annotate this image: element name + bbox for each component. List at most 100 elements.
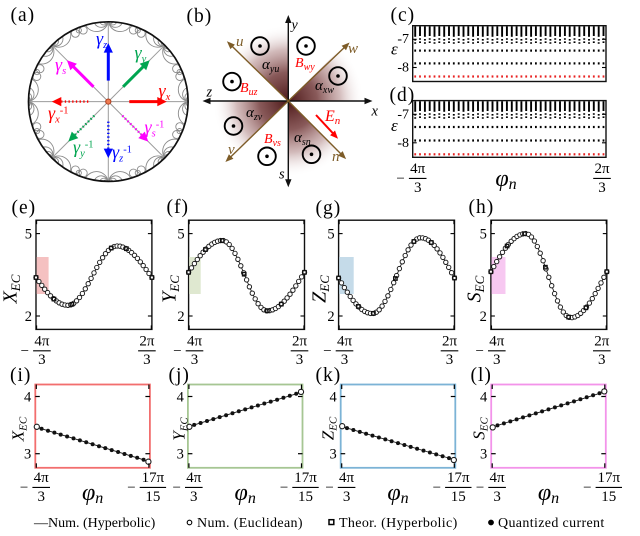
svg-text:n: n bbox=[332, 149, 340, 165]
svg-text:Num. (Euclidean): Num. (Euclidean) bbox=[197, 516, 303, 531]
svg-text:4: 4 bbox=[177, 390, 185, 406]
svg-text:v: v bbox=[228, 142, 235, 158]
svg-text:z: z bbox=[206, 85, 213, 101]
svg-text:-8: -8 bbox=[397, 61, 409, 76]
svg-text:u: u bbox=[236, 34, 244, 50]
svg-text:(g): (g) bbox=[316, 198, 342, 219]
svg-text:3: 3 bbox=[480, 447, 487, 463]
svg-text:3: 3 bbox=[296, 352, 304, 368]
svg-text:(j): (j) bbox=[169, 365, 190, 386]
svg-text:17π: 17π bbox=[294, 470, 317, 486]
svg-text:2π: 2π bbox=[594, 334, 610, 350]
svg-text:−: − bbox=[173, 480, 181, 496]
svg-text:−: − bbox=[433, 480, 441, 496]
svg-text:—Num. (Hyperbolic): —Num. (Hyperbolic) bbox=[33, 516, 156, 531]
svg-text:(i): (i) bbox=[10, 365, 31, 386]
svg-text:γx-1: γx-1 bbox=[48, 103, 69, 126]
svg-text:3: 3 bbox=[493, 352, 501, 368]
svg-text:−: − bbox=[280, 480, 288, 496]
svg-text:2: 2 bbox=[327, 309, 334, 325]
svg-text:15: 15 bbox=[451, 489, 466, 505]
svg-text:s: s bbox=[279, 167, 285, 183]
svg-text:4π: 4π bbox=[490, 470, 506, 486]
svg-text:Quantized current: Quantized current bbox=[498, 516, 605, 531]
svg-text:4π: 4π bbox=[34, 334, 50, 350]
svg-text:4π: 4π bbox=[186, 470, 202, 486]
svg-text:5: 5 bbox=[177, 227, 184, 243]
svg-text:2: 2 bbox=[480, 309, 487, 325]
svg-text:y: y bbox=[290, 18, 299, 33]
svg-text:17π: 17π bbox=[598, 470, 621, 486]
svg-text:γy: γy bbox=[135, 43, 147, 66]
svg-text:4π: 4π bbox=[337, 334, 353, 350]
svg-text:3: 3 bbox=[329, 447, 336, 463]
svg-text:−: − bbox=[476, 344, 484, 360]
svg-text:2π: 2π bbox=[139, 334, 155, 350]
svg-text:3: 3 bbox=[143, 352, 151, 368]
svg-text:(b): (b) bbox=[187, 6, 213, 27]
svg-text:4: 4 bbox=[329, 390, 337, 406]
svg-text:3: 3 bbox=[598, 180, 606, 196]
svg-text:−: − bbox=[396, 171, 404, 187]
svg-text:w: w bbox=[348, 41, 358, 57]
svg-text:4π: 4π bbox=[34, 470, 50, 486]
svg-text:2π: 2π bbox=[442, 334, 458, 350]
svg-text:15: 15 bbox=[298, 489, 313, 505]
svg-text:3: 3 bbox=[493, 489, 501, 505]
svg-text:5: 5 bbox=[327, 227, 334, 243]
svg-text:15: 15 bbox=[601, 489, 616, 505]
svg-text:2: 2 bbox=[177, 309, 184, 325]
svg-text:2: 2 bbox=[25, 309, 32, 325]
svg-text:γz-1: γz-1 bbox=[112, 142, 132, 165]
svg-text:Theor. (Hyperbolic): Theor. (Hyperbolic) bbox=[339, 516, 458, 531]
svg-text:3: 3 bbox=[414, 180, 422, 196]
svg-text:(e): (e) bbox=[12, 198, 37, 219]
svg-text:−: − bbox=[323, 344, 331, 360]
svg-text:(k): (k) bbox=[316, 365, 342, 386]
svg-text:3: 3 bbox=[191, 352, 199, 368]
svg-text:4π: 4π bbox=[489, 334, 505, 350]
svg-text:γy-1: γy-1 bbox=[73, 137, 94, 160]
svg-text:γz: γz bbox=[96, 29, 107, 52]
svg-text:3: 3 bbox=[24, 447, 31, 463]
svg-text:5: 5 bbox=[25, 227, 32, 243]
svg-text:4π: 4π bbox=[410, 161, 426, 177]
svg-text:-7: -7 bbox=[397, 32, 409, 47]
svg-text:4: 4 bbox=[480, 390, 488, 406]
svg-text:−: − bbox=[20, 480, 28, 496]
svg-text:5: 5 bbox=[480, 227, 487, 243]
svg-text:−: − bbox=[21, 344, 29, 360]
svg-text:3: 3 bbox=[38, 352, 46, 368]
svg-text:−: − bbox=[127, 480, 135, 496]
svg-text:(l): (l) bbox=[471, 365, 492, 386]
svg-text:−: − bbox=[173, 344, 181, 360]
svg-text:3: 3 bbox=[190, 489, 198, 505]
svg-text:x: x bbox=[371, 104, 379, 120]
svg-text:4π: 4π bbox=[187, 334, 203, 350]
svg-text:−: − bbox=[583, 480, 591, 496]
svg-text:2π: 2π bbox=[594, 161, 610, 177]
svg-text:3: 3 bbox=[598, 352, 606, 368]
svg-text:γs: γs bbox=[55, 55, 66, 78]
svg-text:-8: -8 bbox=[397, 136, 409, 151]
svg-text:15: 15 bbox=[145, 489, 160, 505]
svg-text:γx: γx bbox=[159, 81, 171, 104]
svg-text:3: 3 bbox=[446, 352, 454, 368]
svg-text:−: − bbox=[476, 480, 484, 496]
svg-text:(c): (c) bbox=[391, 5, 416, 26]
svg-text:γs-1: γs-1 bbox=[145, 117, 165, 140]
svg-text:(f): (f) bbox=[167, 197, 189, 218]
svg-text:-7: -7 bbox=[397, 108, 409, 123]
svg-text:(a): (a) bbox=[11, 5, 36, 26]
svg-text:17π: 17π bbox=[142, 470, 165, 486]
svg-text:ε: ε bbox=[391, 40, 398, 59]
svg-text:17π: 17π bbox=[447, 470, 470, 486]
svg-text:4π: 4π bbox=[339, 470, 355, 486]
svg-text:3: 3 bbox=[37, 489, 45, 505]
svg-text:ε: ε bbox=[391, 116, 398, 135]
svg-text:3: 3 bbox=[341, 352, 349, 368]
svg-text:(d): (d) bbox=[390, 85, 416, 106]
svg-text:−: − bbox=[325, 480, 333, 496]
svg-text:3: 3 bbox=[177, 447, 184, 463]
svg-text:4: 4 bbox=[24, 390, 32, 406]
